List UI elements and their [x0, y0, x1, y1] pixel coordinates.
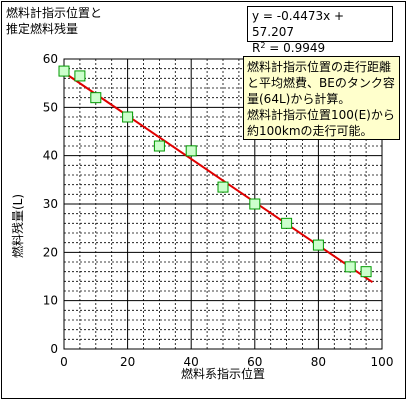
chart-title-line-1: 燃料計指示位置と	[6, 6, 103, 20]
x-tick-labels: 0 20 40 60 80 100	[60, 355, 393, 369]
r2-value: = 0.9949	[265, 41, 326, 55]
y-tick-label: 40	[43, 149, 58, 163]
note-line: 燃料計指示位置100(E)から	[247, 108, 395, 122]
data-markers	[58, 65, 372, 278]
x-tick-label: 40	[184, 355, 199, 369]
note-line: 量(64L)から計算。	[247, 92, 351, 106]
note-line: 約100kmの走行可能。	[247, 124, 373, 138]
y-tick-label: 20	[43, 245, 58, 259]
y-tick-labels: 0 10 20 30 40 50 60	[43, 52, 58, 356]
r2-label: R	[252, 41, 261, 55]
note-line: 燃料計指示位置の走行距離	[247, 60, 392, 74]
r-squared-text: R2 = 0.9949	[252, 40, 388, 56]
data-point	[90, 92, 102, 104]
data-point	[344, 261, 356, 273]
x-tick-label: 20	[120, 355, 135, 369]
data-point	[312, 239, 324, 251]
r2-superscript: 2	[260, 41, 266, 50]
data-point	[58, 65, 70, 77]
x-tick-label: 100	[371, 355, 394, 369]
chart-title-line-2: 推定燃料残量	[6, 22, 79, 36]
x-tick-label: 0	[60, 355, 68, 369]
annotation-note: 燃料計指示位置の走行距離 と平均燃費、BEのタンク容 量(64L)から計算。 燃…	[243, 56, 400, 140]
y-tick-label: 0	[50, 342, 58, 356]
y-axis-label: 燃料残量(L)	[10, 194, 25, 258]
data-point	[185, 145, 197, 157]
data-point	[281, 217, 293, 229]
y-tick-label: 50	[43, 100, 58, 114]
x-tick-label: 60	[247, 355, 262, 369]
data-point	[122, 111, 134, 123]
regression-equation-box: y = -0.4473x + 57.207 R2 = 0.9949	[247, 6, 393, 55]
data-point	[360, 266, 372, 278]
plot-area-border	[63, 58, 383, 350]
data-point	[249, 198, 261, 210]
equation-text: y = -0.4473x + 57.207	[252, 9, 345, 39]
x-tick-label: 80	[311, 355, 326, 369]
data-point	[153, 140, 165, 152]
y-tick-label: 30	[43, 197, 58, 211]
x-axis-label: 燃料系指示位置	[181, 366, 265, 381]
data-point	[217, 181, 229, 193]
data-point	[74, 70, 86, 82]
note-line: と平均燃費、BEのタンク容	[247, 76, 395, 90]
y-tick-label: 60	[43, 52, 58, 66]
y-tick-label: 10	[43, 294, 58, 308]
